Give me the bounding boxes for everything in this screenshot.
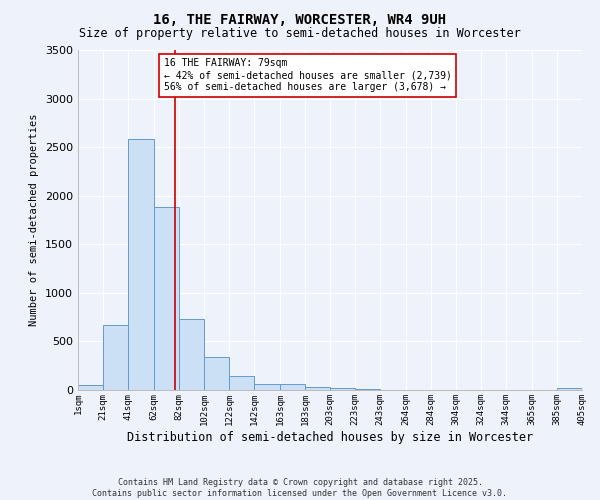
Text: Contains HM Land Registry data © Crown copyright and database right 2025.
Contai: Contains HM Land Registry data © Crown c…	[92, 478, 508, 498]
Bar	[305, 386, 330, 390]
Bar	[128, 140, 154, 390]
Y-axis label: Number of semi-detached properties: Number of semi-detached properties	[29, 114, 40, 326]
Bar	[229, 376, 254, 390]
Bar	[154, 208, 179, 390]
Bar	[179, 319, 204, 390]
Text: Size of property relative to semi-detached houses in Worcester: Size of property relative to semi-detach…	[79, 28, 521, 40]
Text: 16, THE FAIRWAY, WORCESTER, WR4 9UH: 16, THE FAIRWAY, WORCESTER, WR4 9UH	[154, 12, 446, 26]
Bar	[330, 388, 355, 390]
Bar	[557, 388, 582, 390]
X-axis label: Distribution of semi-detached houses by size in Worcester: Distribution of semi-detached houses by …	[127, 430, 533, 444]
Bar	[280, 384, 305, 390]
Text: 16 THE FAIRWAY: 79sqm
← 42% of semi-detached houses are smaller (2,739)
56% of s: 16 THE FAIRWAY: 79sqm ← 42% of semi-deta…	[164, 58, 452, 92]
Bar	[254, 384, 280, 390]
Bar	[355, 389, 380, 390]
Bar	[78, 385, 103, 390]
Bar	[204, 357, 229, 390]
Bar	[103, 325, 128, 390]
